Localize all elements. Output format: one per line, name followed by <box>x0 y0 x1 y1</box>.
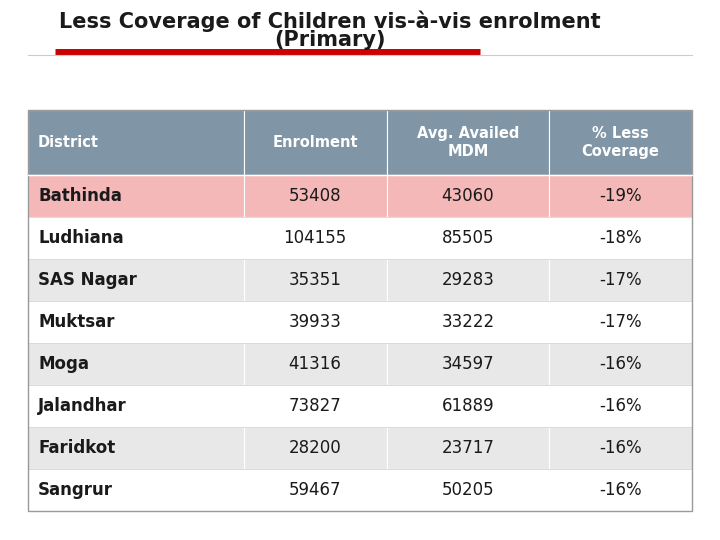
Bar <box>28 469 244 511</box>
Text: Avg. Availed
MDM: Avg. Availed MDM <box>417 126 519 159</box>
Text: 59467: 59467 <box>289 481 341 499</box>
Text: District: District <box>38 135 99 150</box>
Text: Sangrur: Sangrur <box>38 481 113 499</box>
Text: SAS Nagar: SAS Nagar <box>38 271 137 289</box>
Text: 34597: 34597 <box>441 355 494 373</box>
Bar <box>28 301 244 343</box>
Text: -16%: -16% <box>599 355 642 373</box>
Bar <box>244 469 387 511</box>
Bar <box>244 217 387 259</box>
Bar <box>549 301 692 343</box>
Text: 53408: 53408 <box>289 187 341 205</box>
Text: -18%: -18% <box>599 229 642 247</box>
Bar <box>549 217 692 259</box>
Text: 43060: 43060 <box>441 187 494 205</box>
Text: 41316: 41316 <box>289 355 341 373</box>
Text: Ludhiana: Ludhiana <box>38 229 124 247</box>
Text: 50205: 50205 <box>441 481 494 499</box>
Text: 61889: 61889 <box>441 397 494 415</box>
Text: Moga: Moga <box>38 355 89 373</box>
Bar <box>28 259 244 301</box>
Bar <box>549 110 692 175</box>
Text: -17%: -17% <box>599 313 642 331</box>
Text: Faridkot: Faridkot <box>38 439 115 457</box>
Text: Enrolment: Enrolment <box>272 135 358 150</box>
Text: 85505: 85505 <box>441 229 494 247</box>
Bar <box>244 343 387 385</box>
Bar <box>28 427 244 469</box>
Bar <box>387 110 549 175</box>
Bar <box>387 343 549 385</box>
Bar <box>387 469 549 511</box>
Text: 35351: 35351 <box>289 271 341 289</box>
Bar <box>387 385 549 427</box>
Bar <box>244 385 387 427</box>
Bar <box>244 427 387 469</box>
Text: 73827: 73827 <box>289 397 341 415</box>
Text: -17%: -17% <box>599 271 642 289</box>
Text: 23717: 23717 <box>441 439 495 457</box>
Text: -16%: -16% <box>599 397 642 415</box>
Text: Jalandhar: Jalandhar <box>38 397 127 415</box>
Text: 29283: 29283 <box>441 271 495 289</box>
Text: -16%: -16% <box>599 439 642 457</box>
Bar <box>387 259 549 301</box>
Bar <box>549 259 692 301</box>
Bar <box>549 385 692 427</box>
Bar <box>244 110 387 175</box>
Text: 104155: 104155 <box>284 229 347 247</box>
Text: -19%: -19% <box>599 187 642 205</box>
Bar <box>387 427 549 469</box>
Bar <box>387 217 549 259</box>
Bar <box>549 427 692 469</box>
Bar <box>549 469 692 511</box>
Bar <box>549 175 692 217</box>
Text: 33222: 33222 <box>441 313 495 331</box>
Text: Muktsar: Muktsar <box>38 313 114 331</box>
Text: (Primary): (Primary) <box>274 30 386 50</box>
Bar <box>244 301 387 343</box>
Text: 28200: 28200 <box>289 439 341 457</box>
Bar <box>28 343 244 385</box>
Bar <box>28 110 692 511</box>
Bar <box>28 110 244 175</box>
Text: Less Coverage of Children vis-à-vis enrolment: Less Coverage of Children vis-à-vis enro… <box>59 10 600 31</box>
Bar <box>28 385 244 427</box>
Text: Bathinda: Bathinda <box>38 187 122 205</box>
Text: -16%: -16% <box>599 481 642 499</box>
Bar <box>387 301 549 343</box>
Text: % Less
Coverage: % Less Coverage <box>582 126 660 159</box>
Bar <box>28 175 244 217</box>
Bar <box>244 175 387 217</box>
Bar <box>28 217 244 259</box>
Text: 39933: 39933 <box>289 313 341 331</box>
Bar <box>387 175 549 217</box>
Bar <box>549 343 692 385</box>
Bar <box>244 259 387 301</box>
